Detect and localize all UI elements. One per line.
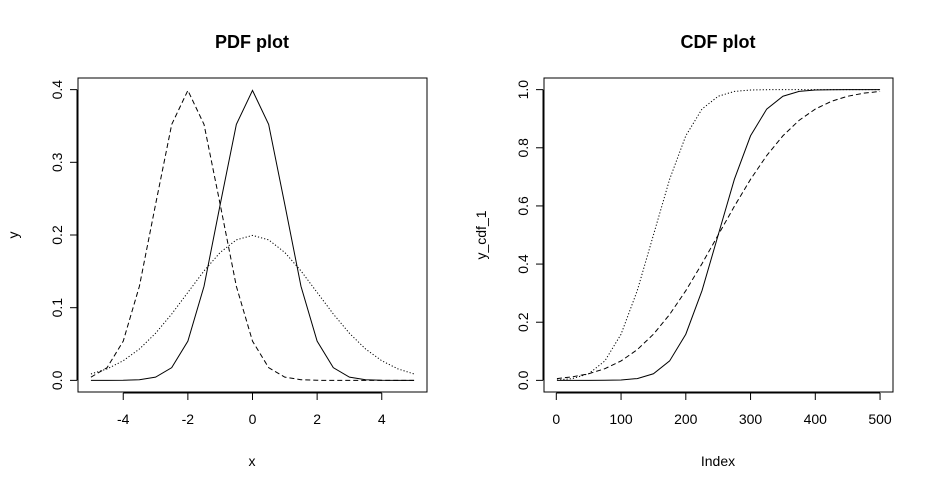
cdf-panel: CDF plot 0 100 200 300 400 500 0.00.20.40.60.…	[473, 32, 894, 469]
x-tick-label: 100	[609, 411, 633, 427]
y-tick-label: 0.4	[515, 254, 531, 274]
plot-frame	[77, 77, 428, 393]
series-line-solid	[90, 89, 415, 381]
y-tick-label: 1.0	[515, 80, 531, 100]
x-tick-label: 4	[378, 411, 386, 427]
x-tick-label: -2	[182, 411, 195, 427]
curves	[556, 89, 881, 381]
pdf-panel: PDF plot -4 -2 0 2 4 0.0 0.1 0.2 0.3 0.4 x y	[5, 32, 428, 469]
x-tick-label: 300	[739, 411, 763, 427]
y-tick-label: 0.3	[49, 152, 65, 172]
plot-frame	[543, 77, 894, 393]
x-tick-label: 0	[249, 411, 257, 427]
x-tick-label: -4	[117, 411, 130, 427]
y-tick-label: 0.2	[515, 312, 531, 332]
y-tick-label: 0.0	[49, 370, 65, 390]
y-axis-label: y_cdf_1	[473, 210, 489, 259]
series-line-dotted	[90, 234, 415, 375]
series-line-dashed	[556, 90, 881, 380]
chart-title: PDF plot	[215, 32, 289, 52]
x-tick-label: 0	[552, 411, 560, 427]
series-line-dashed	[90, 89, 415, 381]
x-tick-label: 2	[313, 411, 321, 427]
y-tick-label: 0.6	[515, 196, 531, 216]
y-tick-label: 0.0	[515, 370, 531, 390]
x-tick-label: 500	[868, 411, 892, 427]
chart-title: CDF plot	[681, 32, 756, 52]
y-axis: 0.0 0.1 0.2 0.3 0.4	[49, 80, 78, 390]
y-tick-label: 0.4	[49, 80, 65, 100]
y-tick-label: 0.2	[49, 225, 65, 245]
x-tick-label: 400	[804, 411, 828, 427]
x-axis-label: Index	[701, 453, 735, 469]
y-tick-label: 0.1	[49, 298, 65, 318]
x-axis: -4 -2 0 2 4	[117, 392, 386, 427]
y-axis-label: y	[5, 232, 21, 239]
curves	[90, 89, 415, 381]
x-axis: 0 100 200 300 400 500	[552, 392, 892, 427]
x-axis-label: x	[249, 453, 256, 469]
x-tick-label: 200	[674, 411, 698, 427]
y-axis: 0.0 0.2 0.4 0.6 0.8 1.0	[515, 80, 544, 390]
y-tick-label: 0.8	[515, 138, 531, 158]
